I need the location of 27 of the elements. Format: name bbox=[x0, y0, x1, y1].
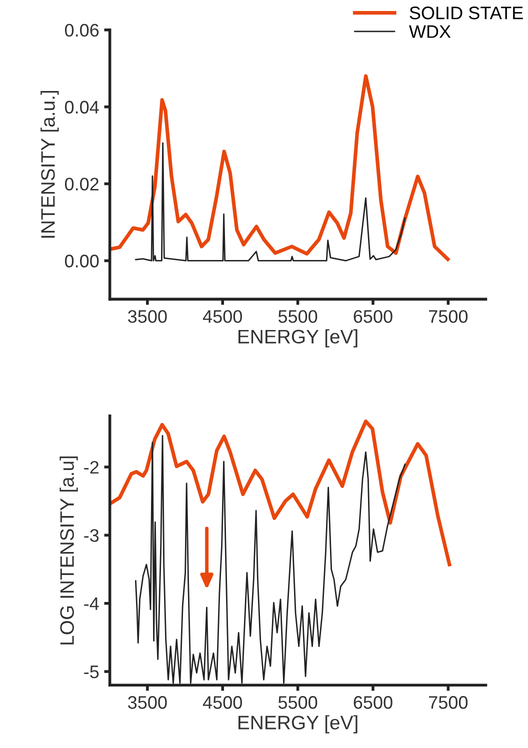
y-tick-label: -2 bbox=[84, 460, 98, 474]
y-tick-label: -4 bbox=[84, 597, 99, 610]
x-tick-label: 6500 bbox=[354, 310, 392, 323]
x-tick-label: 4500 bbox=[202, 696, 242, 709]
x-axis-title: ENERGY [eV] bbox=[238, 715, 358, 734]
legend-label: SOLID STATE bbox=[410, 6, 523, 20]
x-tick-label: 5500 bbox=[278, 310, 318, 323]
line-series bbox=[110, 74, 450, 261]
y-tick-label: -3 bbox=[84, 529, 99, 542]
line-series bbox=[110, 420, 452, 566]
x-tick-label: 4500 bbox=[202, 310, 242, 323]
legend-label: WDX bbox=[409, 25, 451, 38]
x-tick-label: 7500 bbox=[429, 696, 468, 709]
y-tick-label: 0.06 bbox=[64, 24, 99, 37]
y-tick-label: 0.02 bbox=[64, 178, 99, 191]
x-tick-label: 6500 bbox=[354, 696, 392, 709]
x-axis-title: ENERGY [eV] bbox=[238, 329, 358, 348]
x-tick-label: 7500 bbox=[429, 310, 468, 323]
y-tick-label: -5 bbox=[84, 666, 99, 678]
y-tick-label: 0.04 bbox=[64, 100, 99, 114]
y-axis-title: LOG INTENSITY [a.u] bbox=[60, 456, 78, 644]
x-tick-label: 5500 bbox=[278, 696, 318, 709]
line-series bbox=[135, 142, 406, 262]
x-tick-label: 3500 bbox=[128, 696, 167, 709]
y-axis-title: INTENSITY [a.u.] bbox=[40, 91, 59, 238]
x-tick-label: 3500 bbox=[128, 310, 167, 323]
y-tick-label: 0.00 bbox=[64, 254, 99, 268]
